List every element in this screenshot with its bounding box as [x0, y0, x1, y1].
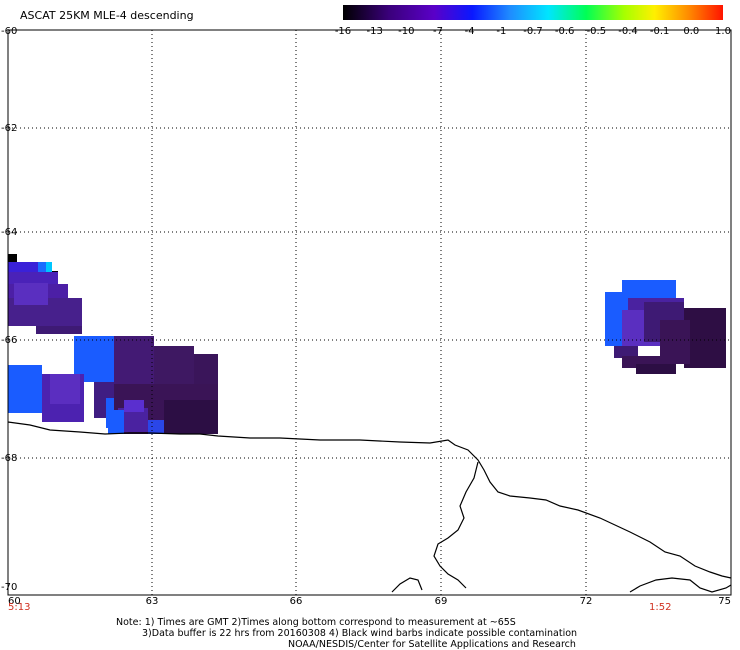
longitude-tick-label: 72: [580, 596, 593, 607]
colorbar-tick-label: -0.7: [523, 26, 543, 37]
colorbar-tick-label: -0.6: [554, 26, 575, 37]
latitude-tick-label: -64: [1, 227, 17, 238]
colorbar: [343, 5, 723, 20]
colorbar-tick-label: -7: [433, 26, 443, 37]
longitude-tick-label: 75: [718, 596, 731, 607]
latitude-tick-label: -60: [1, 26, 17, 37]
colorbar-tick-label: -16: [334, 26, 352, 37]
map-frame: [7, 29, 732, 596]
latitude-tick-label: -62: [1, 123, 17, 134]
longitude-tick-label: 60: [8, 596, 21, 607]
glacier-edge: [433, 461, 479, 589]
time-right: 1:52: [649, 602, 672, 613]
footer-note-1: Note: 1) Times are GMT 2)Times along bot…: [116, 617, 516, 628]
swath-east: [605, 280, 726, 374]
latitude-labels: -60 -62 -64 -66 -68 -70: [1, 26, 17, 593]
colorbar-tick-label: 1.0: [715, 26, 731, 37]
latitude-tick-label: -68: [1, 453, 17, 464]
colorbar-tick-label: -0.5: [586, 26, 607, 37]
colorbar-tick-label: -4: [464, 26, 475, 37]
swath-west: [8, 254, 218, 434]
longitude-tick-label: 63: [146, 596, 159, 607]
colorbar-tick-label: -0.4: [618, 26, 638, 37]
coast-fragment-1: [391, 577, 423, 593]
footer-note-2: 3)Data buffer is 22 hrs from 20160308 4)…: [142, 628, 578, 639]
latitude-tick-label: -66: [1, 335, 17, 346]
colorbar-tick-label: -10: [398, 26, 415, 37]
map-title: ASCAT 25KM MLE-4 descending: [20, 9, 194, 22]
coastline: [7, 421, 732, 579]
latitude-tick-label: -70: [1, 582, 17, 593]
colorbar-tick-label: -0.1: [649, 26, 670, 37]
colorbar-tick-label: 0.0: [683, 26, 700, 37]
footer-credit: NOAA/NESDIS/Center for Satellite Applica…: [288, 639, 576, 650]
coast-fragment-2: [629, 577, 732, 593]
longitude-tick-label: 66: [290, 596, 303, 607]
longitude-tick-label: 69: [435, 596, 448, 607]
graticule: [8, 30, 731, 595]
colorbar-tick-label: -1: [496, 26, 507, 37]
colorbar-tick-label: -13: [366, 26, 383, 37]
time-left: 5:13: [8, 602, 31, 613]
longitude-labels: 60 63 66 69 72 75: [8, 596, 731, 607]
